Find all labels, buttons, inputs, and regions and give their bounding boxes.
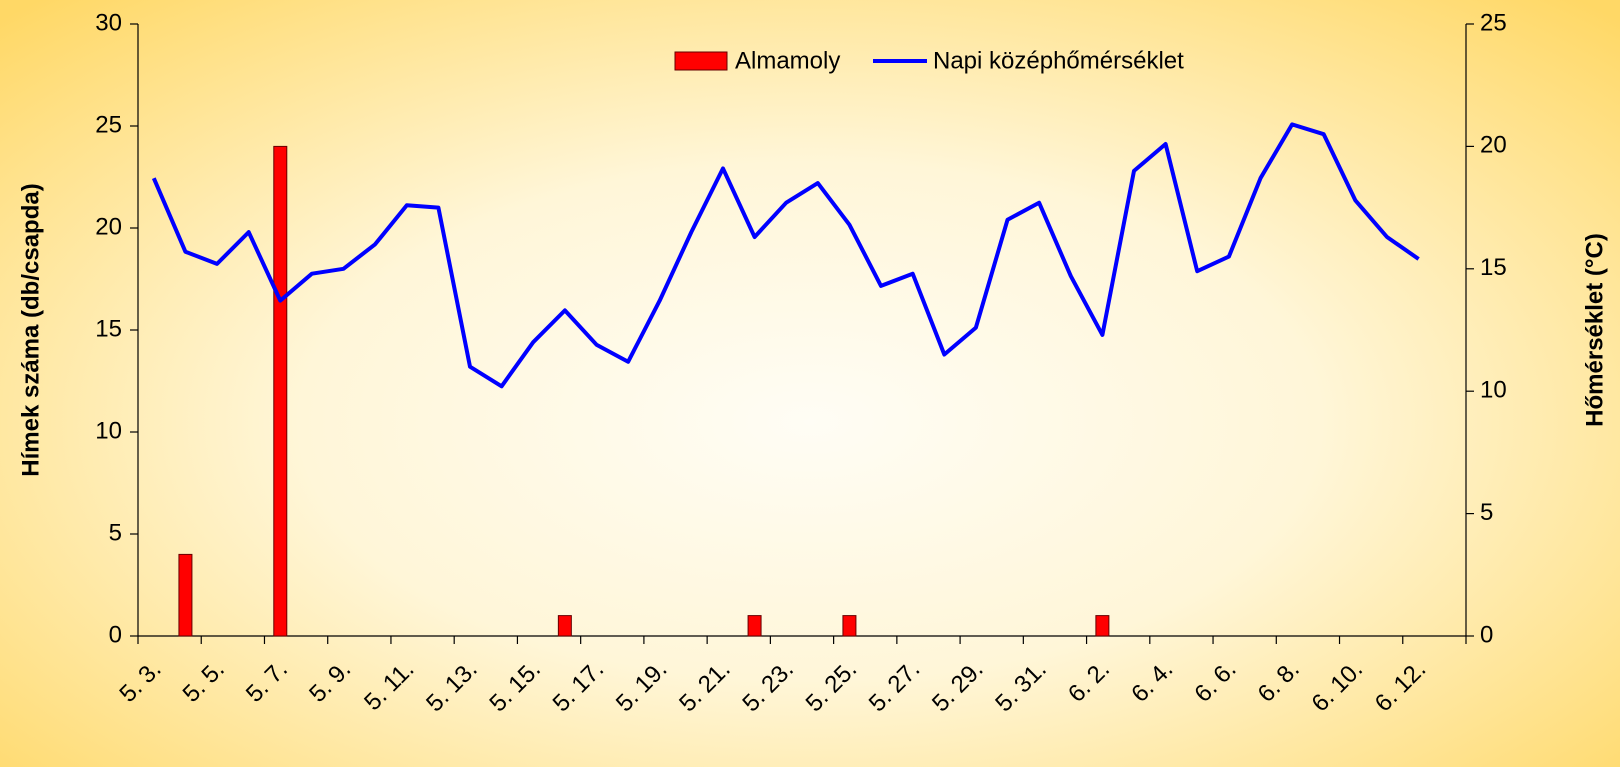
bar	[1095, 615, 1110, 637]
x-tick-label: 5. 31.	[990, 656, 1052, 718]
x-tick-label: 5. 9.	[304, 656, 356, 708]
x-tick-label: 5. 25.	[801, 656, 863, 718]
y2-tick-label: 0	[1480, 621, 1493, 648]
y2-tick-label: 15	[1480, 254, 1507, 281]
x-tick-label: 5. 15.	[484, 656, 546, 718]
y2-tick-label: 25	[1480, 9, 1507, 36]
legend-swatch	[674, 51, 728, 71]
x-tick-label: 5. 21.	[674, 656, 736, 718]
x-tick-label: 6. 6.	[1189, 656, 1241, 708]
y-tick-label: 25	[95, 111, 122, 138]
x-tick-label: 5. 29.	[927, 656, 989, 718]
y-tick-label: 30	[95, 9, 122, 36]
x-tick-label: 5. 13.	[421, 656, 483, 718]
x-tick-label: 5. 17.	[548, 656, 610, 718]
y-tick-label: 10	[95, 417, 122, 444]
y-tick-label: 15	[95, 315, 122, 342]
bar	[842, 615, 857, 637]
x-tick-label: 5. 11.	[359, 656, 419, 716]
y-tick-label: 20	[95, 213, 122, 240]
y2-tick-label: 5	[1480, 499, 1493, 526]
x-tick-label: 5. 3.	[114, 656, 166, 708]
bar	[178, 553, 193, 637]
x-tick-label: 6. 4.	[1126, 656, 1178, 708]
x-tick-label: 6. 12.	[1370, 656, 1432, 718]
bar	[557, 615, 572, 637]
x-tick-label: 5. 7.	[241, 656, 293, 708]
legend-label: Almamoly	[735, 47, 840, 74]
x-tick-label: 5. 23.	[737, 656, 799, 718]
line	[151, 122, 1420, 389]
y2-tick-label: 20	[1480, 132, 1507, 159]
x-tick-label: 5. 27.	[864, 656, 926, 718]
y-tick-label: 0	[109, 621, 122, 648]
x-tick-label: 6. 8.	[1253, 656, 1305, 708]
bar	[747, 615, 762, 637]
x-tick-label: 5. 19.	[611, 656, 673, 718]
bar	[273, 145, 288, 637]
x-tick-label: 6. 10.	[1307, 656, 1369, 718]
y-axis-title: Hímek száma (db/csapda)	[17, 183, 44, 476]
legend-label: Napi középhőmérséklet	[933, 47, 1184, 74]
x-tick-label: 6. 2.	[1063, 656, 1115, 708]
y2-axis-title: Hőmérséklet (°C)	[1581, 233, 1608, 427]
y-tick-label: 5	[109, 519, 122, 546]
y2-tick-label: 10	[1480, 377, 1507, 404]
x-tick-label: 5. 5.	[178, 656, 230, 708]
